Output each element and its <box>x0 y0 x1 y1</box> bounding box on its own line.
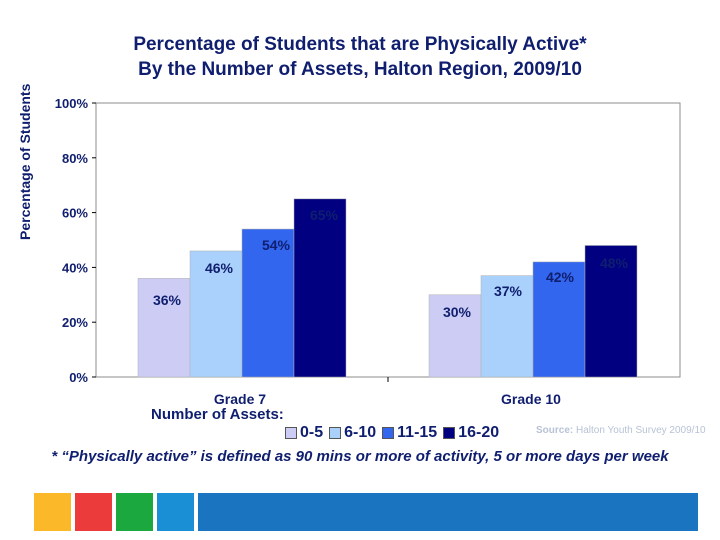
footnote: * “Physically active” is defined as 90 m… <box>51 448 669 465</box>
y-tick-label: 80% <box>62 151 88 166</box>
bar-6-10-grade-10 <box>480 275 534 378</box>
data-label: 65% <box>310 207 339 223</box>
x-category-label: Grade 10 <box>501 391 561 407</box>
source-text: Halton Youth Survey 2009/10 <box>576 425 706 436</box>
legend-swatch-6-10 <box>329 427 342 439</box>
footer-block-wide-blue <box>198 493 698 531</box>
data-label: 54% <box>262 237 291 253</box>
chart-title-line-2: By the Number of Assets, Halton Region, … <box>138 59 582 80</box>
x-category-label: Grade 7 <box>214 391 266 407</box>
legend-item-0-5: 0-5 <box>285 424 323 442</box>
footer-block-green <box>116 493 153 531</box>
y-tick-label: 100% <box>55 96 89 111</box>
chart-title: Percentage of Students that are Physical… <box>0 32 720 82</box>
legend: 0-5 6-10 11-15 16-20 <box>285 424 505 442</box>
legend-label-6-10: 6-10 <box>344 424 377 441</box>
data-label: 48% <box>600 255 629 271</box>
legend-swatch-11-15 <box>382 427 395 439</box>
bar-16-20-grade-7 <box>293 198 347 378</box>
data-label: 37% <box>494 283 523 299</box>
y-tick-label: 60% <box>62 206 88 221</box>
legend-label-16-20: 16-20 <box>458 424 500 441</box>
data-label: 30% <box>443 304 472 320</box>
chart-title-line-1: Percentage of Students that are Physical… <box>133 34 587 55</box>
legend-swatch-16-20 <box>443 427 456 439</box>
y-tick-label: 0% <box>69 370 88 385</box>
legend-label-0-5: 0-5 <box>300 424 324 441</box>
source-label: Source: <box>536 425 574 436</box>
legend-item-16-20: 16-20 <box>443 424 499 442</box>
bar-16-20-grade-10 <box>584 245 638 378</box>
source-note: Source: Halton Youth Survey 2009/10 <box>536 424 706 437</box>
footer-color-bar <box>0 493 720 531</box>
footer-block-red <box>75 493 112 531</box>
legend-title: Number of Assets: <box>151 406 284 423</box>
legend-item-6-10: 6-10 <box>329 424 376 442</box>
bar-0-5-grade-7 <box>137 278 191 378</box>
legend-item-11-15: 11-15 <box>382 424 437 442</box>
y-tick-label: 20% <box>62 315 88 330</box>
footer-block-yellow <box>34 493 71 531</box>
bar-11-15-grade-10 <box>532 261 586 378</box>
data-label: 46% <box>205 260 234 276</box>
data-label: 42% <box>546 269 575 285</box>
legend-label-11-15: 11-15 <box>397 424 438 441</box>
bar-0-5-grade-10 <box>428 294 482 378</box>
data-label: 36% <box>153 292 182 308</box>
bar-chart: 0% 20% 40% 60% 80% 100% 36% 46% 54% 65% 30% 37% 42% 4… <box>55 96 681 407</box>
bar-6-10-grade-7 <box>189 250 243 378</box>
y-tick-label: 40% <box>62 260 88 275</box>
footer-block-blue <box>157 493 194 531</box>
legend-swatch-0-5 <box>285 427 297 439</box>
